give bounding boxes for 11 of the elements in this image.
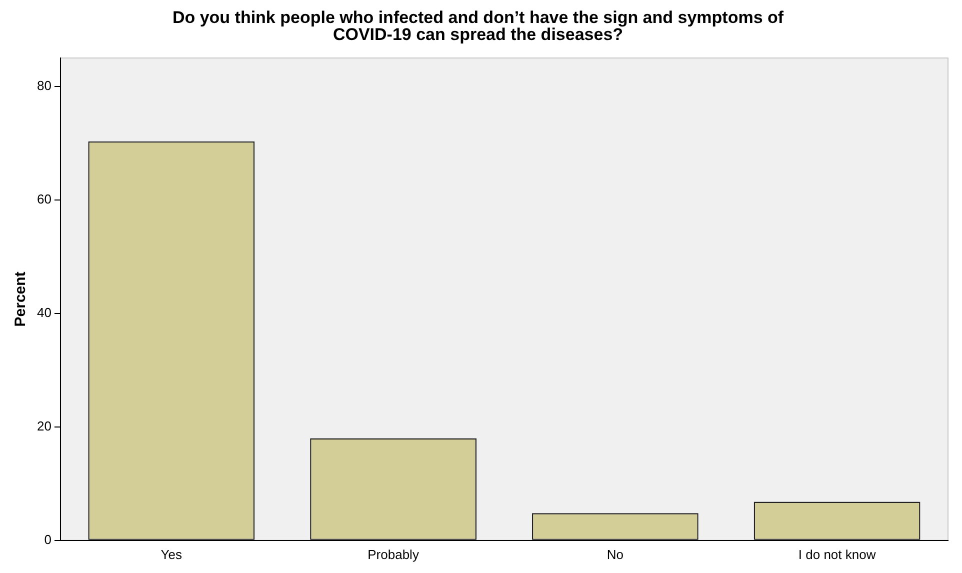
y-tick-label: 40 bbox=[36, 304, 52, 320]
y-tick-label: 80 bbox=[36, 78, 52, 93]
y-tick-label: 20 bbox=[36, 418, 52, 434]
chart-title: Do you think people who infected and don’t have the sign and symptoms of COVID-19 can spread the diseases? bbox=[172, 8, 784, 44]
x-tick-label: No bbox=[606, 546, 624, 562]
x-tick-label: I do not know bbox=[798, 546, 876, 562]
y-tick-label: 60 bbox=[36, 191, 52, 206]
y-axis-title: Percent bbox=[12, 272, 30, 327]
x-tick-label: Probably bbox=[368, 546, 420, 562]
y-tick-label: 0 bbox=[44, 532, 52, 547]
x-tick-label: Yes bbox=[160, 546, 182, 562]
